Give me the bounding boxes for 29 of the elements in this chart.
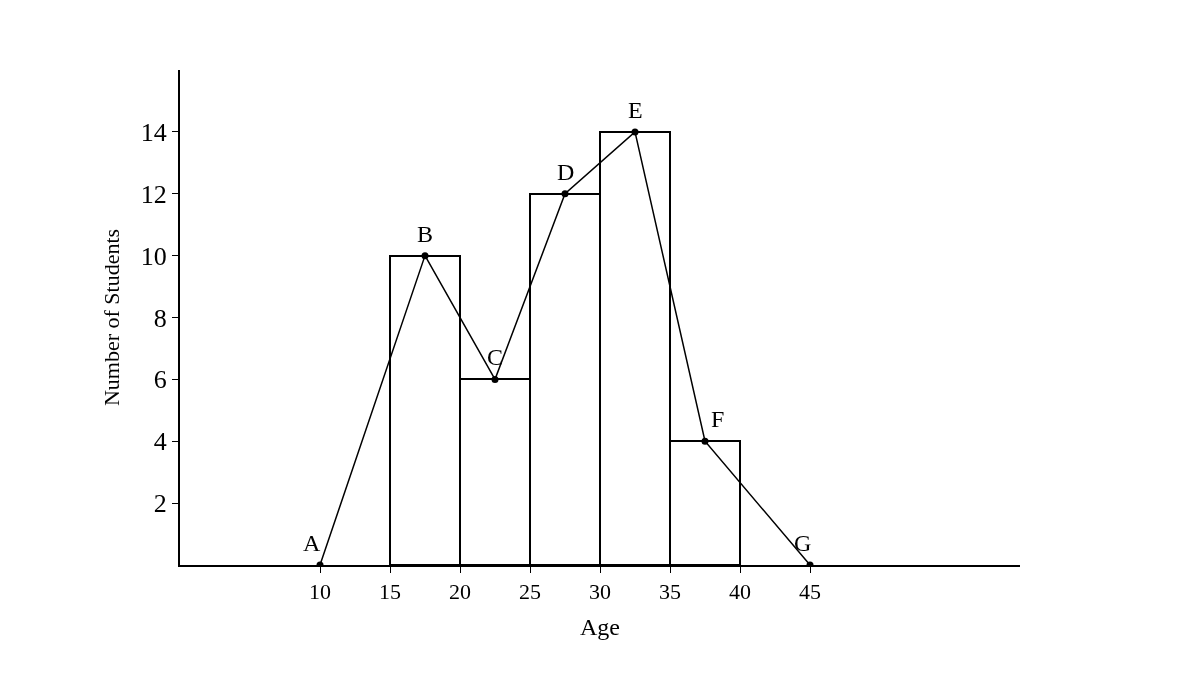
point (491, 375, 499, 383)
annotation: F (711, 406, 725, 432)
annotation: E (628, 97, 643, 123)
x-tick-label: 40 (729, 579, 751, 605)
point (561, 190, 569, 198)
point (701, 437, 709, 445)
x-tick-label: 15 (379, 579, 401, 605)
annotation: C (487, 344, 504, 370)
y-tick-label: 4 (153, 427, 167, 457)
annotation: D (557, 159, 575, 185)
point (631, 128, 639, 136)
y-axis-title: Number of Students (99, 228, 125, 407)
annotation: A (303, 530, 321, 556)
y-tick-label: 14 (140, 117, 167, 147)
y-tick-label: 6 (153, 365, 167, 395)
x-tick-label: 25 (519, 579, 541, 605)
y-tick-label: 10 (140, 241, 167, 271)
annotation: B (417, 221, 434, 247)
annotation: G (794, 530, 812, 556)
y-tick-label: 2 (153, 489, 167, 519)
x-tick-label: 45 (799, 579, 821, 605)
y-tick-label: 12 (140, 179, 167, 209)
x-axis-title: Age (580, 614, 620, 641)
x-tick-label: 35 (659, 579, 681, 605)
y-tick-label: 8 (153, 303, 167, 333)
x-tick-label: 30 (589, 579, 611, 605)
point (421, 252, 429, 260)
x-tick-label: 10 (309, 579, 331, 605)
x-tick-label: 20 (449, 579, 471, 605)
